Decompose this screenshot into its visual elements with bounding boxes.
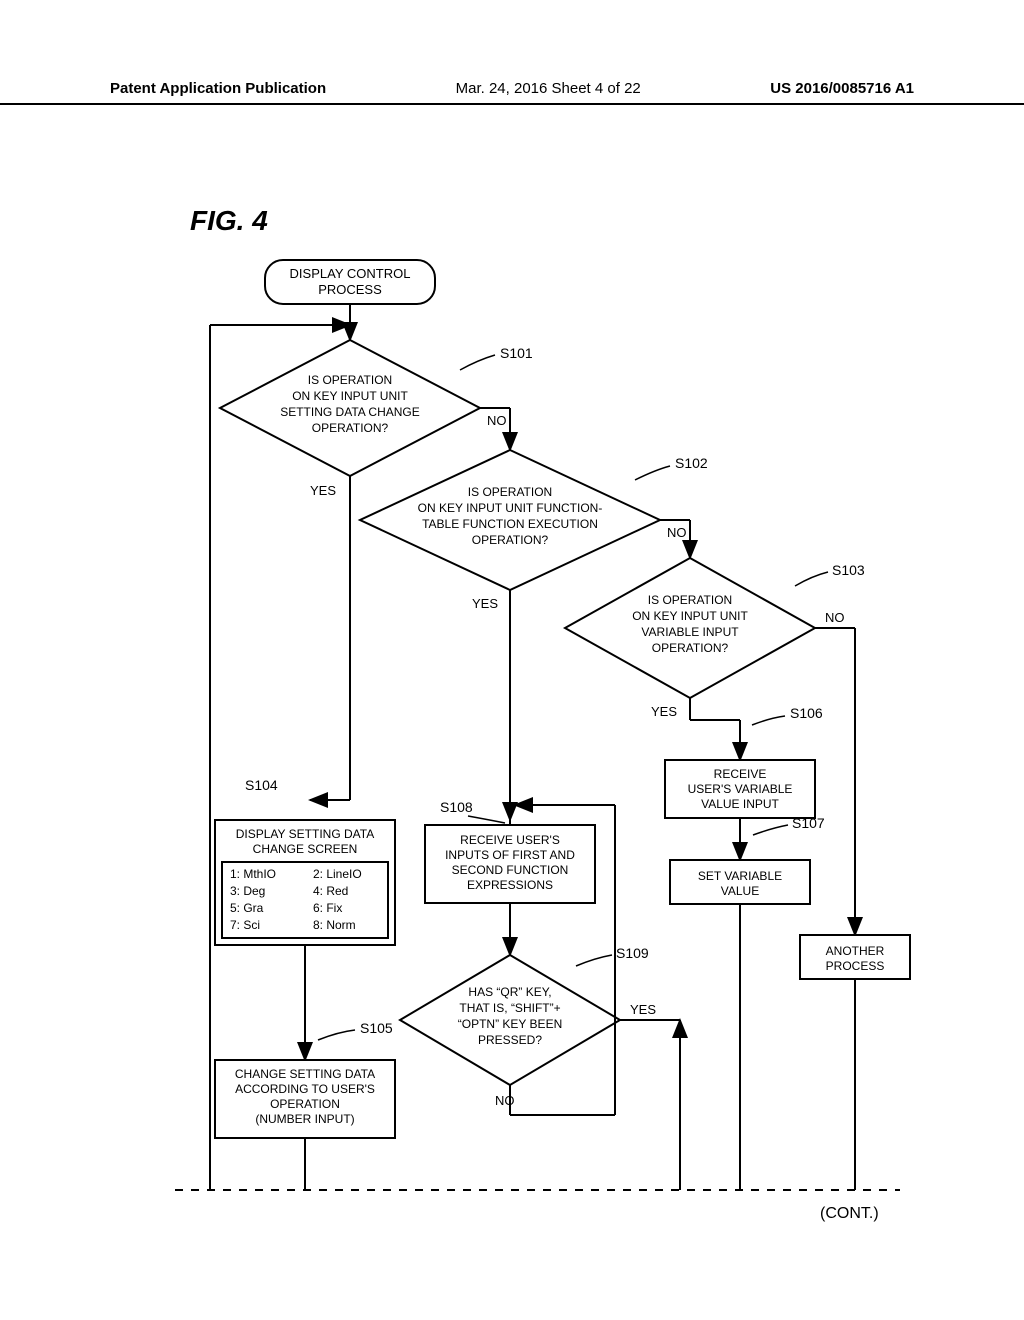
svg-text:DISPLAY CONTROL: DISPLAY CONTROL [290,266,411,281]
svg-text:2: LineIO: 2: LineIO [313,867,362,881]
svg-text:IS OPERATION: IS OPERATION [648,593,732,607]
svg-text:5: Gra: 5: Gra [230,901,264,915]
process-s106: RECEIVE USER'S VARIABLE VALUE INPUT [665,760,815,818]
svg-text:ON KEY INPUT UNIT: ON KEY INPUT UNIT [292,389,408,403]
label-s107: S107 [792,815,825,831]
terminator-start: DISPLAY CONTROL PROCESS [265,260,435,304]
d2-yes: YES [472,596,498,611]
label-s108: S108 [440,799,473,815]
process-another: ANOTHER PROCESS [800,935,910,979]
svg-text:4: Red: 4: Red [313,884,348,898]
svg-text:RECEIVE: RECEIVE [714,767,767,781]
svg-text:“OPTN” KEY BEEN: “OPTN” KEY BEEN [458,1017,562,1031]
svg-text:RECEIVE USER'S: RECEIVE USER'S [460,833,560,847]
svg-text:CHANGE SCREEN: CHANGE SCREEN [253,842,358,856]
svg-text:DISPLAY SETTING DATA: DISPLAY SETTING DATA [236,827,374,841]
svg-text:IS OPERATION: IS OPERATION [468,485,552,499]
svg-text:3: Deg: 3: Deg [230,884,265,898]
svg-text:PRESSED?: PRESSED? [478,1033,542,1047]
svg-text:SETTING DATA CHANGE: SETTING DATA CHANGE [280,405,420,419]
decision-s109: HAS “QR” KEY, THAT IS, “SHIFT”+ “OPTN” K… [400,955,620,1085]
process-s105: CHANGE SETTING DATA ACCORDING TO USER'S … [215,1060,395,1138]
label-s105: S105 [360,1020,393,1036]
svg-text:PROCESS: PROCESS [826,959,885,973]
svg-text:VARIABLE INPUT: VARIABLE INPUT [641,625,739,639]
svg-text:ON KEY INPUT UNIT FUNCTION-: ON KEY INPUT UNIT FUNCTION- [418,501,603,515]
process-s107: SET VARIABLE VALUE [670,860,810,904]
svg-text:SECOND FUNCTION: SECOND FUNCTION [452,863,569,877]
svg-text:8: Norm: 8: Norm [313,918,356,932]
d4-yes: YES [630,1002,656,1017]
label-s109: S109 [616,945,649,961]
label-s101: S101 [500,345,533,361]
svg-text:6: Fix: 6: Fix [313,901,342,915]
svg-text:CHANGE SETTING DATA: CHANGE SETTING DATA [235,1067,375,1081]
svg-text:USER'S VARIABLE: USER'S VARIABLE [688,782,793,796]
d1-yes: YES [310,483,336,498]
svg-text:1: MthIO: 1: MthIO [230,867,276,881]
process-s108: RECEIVE USER'S INPUTS OF FIRST AND SECON… [425,825,595,903]
svg-text:OPERATION?: OPERATION? [472,533,549,547]
cont-label: (CONT.) [820,1205,879,1223]
svg-text:PROCESS: PROCESS [318,282,382,297]
d3-yes: YES [651,704,677,719]
svg-text:TABLE FUNCTION EXECUTION: TABLE FUNCTION EXECUTION [422,517,598,531]
svg-text:IS OPERATION: IS OPERATION [308,373,392,387]
decision-s103: IS OPERATION ON KEY INPUT UNIT VARIABLE … [565,558,815,698]
svg-text:OPERATION?: OPERATION? [312,421,389,435]
svg-text:ANOTHER: ANOTHER [826,944,885,958]
svg-text:THAT IS, “SHIFT”+: THAT IS, “SHIFT”+ [459,1001,560,1015]
svg-text:SET VARIABLE: SET VARIABLE [698,869,782,883]
d1-no: NO [487,413,507,428]
svg-text:ACCORDING TO USER'S: ACCORDING TO USER'S [235,1082,375,1096]
d2-no: NO [667,525,687,540]
label-s106: S106 [790,705,823,721]
svg-text:VALUE: VALUE [721,884,759,898]
decision-s102: IS OPERATION ON KEY INPUT UNIT FUNCTION-… [360,450,660,590]
svg-text:OPERATION?: OPERATION? [652,641,729,655]
decision-s101: IS OPERATION ON KEY INPUT UNIT SETTING D… [220,340,480,476]
page: Patent Application Publication Mar. 24, … [0,0,1024,1320]
svg-text:EXPRESSIONS: EXPRESSIONS [467,878,553,892]
label-s104: S104 [245,777,278,793]
d4-no: NO [495,1093,515,1108]
svg-text:HAS “QR” KEY,: HAS “QR” KEY, [468,985,551,999]
d3-no: NO [825,610,845,625]
svg-text:ON KEY INPUT UNIT: ON KEY INPUT UNIT [632,609,748,623]
svg-text:(NUMBER INPUT): (NUMBER INPUT) [255,1112,354,1126]
svg-text:OPERATION: OPERATION [270,1097,340,1111]
label-s103: S103 [832,562,865,578]
svg-text:INPUTS OF FIRST AND: INPUTS OF FIRST AND [445,848,575,862]
svg-text:VALUE INPUT: VALUE INPUT [701,797,779,811]
flowchart: DISPLAY CONTROL PROCESS IS OPERATION ON … [0,0,1024,1320]
label-s102: S102 [675,455,708,471]
process-s104: DISPLAY SETTING DATA CHANGE SCREEN 1: Mt… [215,820,395,945]
svg-text:7: Sci: 7: Sci [230,918,260,932]
